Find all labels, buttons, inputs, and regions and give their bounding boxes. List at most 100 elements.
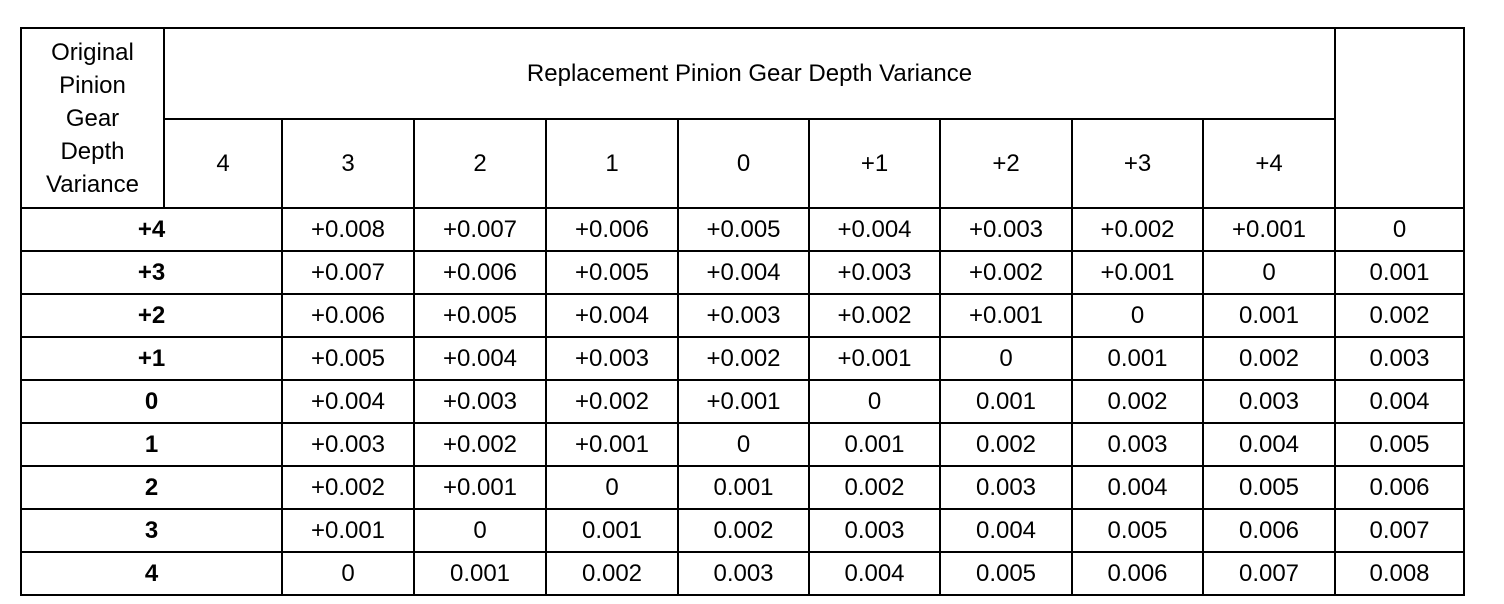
value-cell: 0.001 xyxy=(1334,250,1465,295)
value-cell: 0.001 xyxy=(1071,336,1204,381)
row-label: +4 xyxy=(20,207,283,252)
row-label: 3 xyxy=(20,508,283,553)
column-header: +3 xyxy=(1071,118,1204,209)
table-row: +3 +0.007 +0.006 +0.005 +0.004 +0.003 +0.002 +0… xyxy=(20,250,1465,295)
value-cell: +0.003 xyxy=(808,250,941,295)
table-row: 3 +0.001 0 0.001 0.002 0.003 0.004 0.005 0.006 0.… xyxy=(20,508,1465,553)
value-cell: +0.005 xyxy=(281,336,415,381)
value-cell: 0.001 xyxy=(808,422,941,467)
value-cell: 0.002 xyxy=(808,465,941,510)
table-row: 4 0 0.001 0.002 0.003 0.004 0.005 0.006 0.007 0.0… xyxy=(20,551,1465,596)
value-cell: 0.002 xyxy=(677,508,810,553)
value-cell: 0.005 xyxy=(1071,508,1204,553)
value-cell: 0 xyxy=(808,379,941,424)
table-row: 2 +0.002 +0.001 0 0.001 0.002 0.003 0.004 0.005 0… xyxy=(20,465,1465,510)
value-cell: +0.005 xyxy=(413,293,547,338)
value-cell: 0.002 xyxy=(1071,379,1204,424)
value-cell: 0.003 xyxy=(1334,336,1465,381)
value-cell: 0.001 xyxy=(545,508,679,553)
row-label: 2 xyxy=(20,465,283,510)
value-cell: +0.003 xyxy=(677,293,810,338)
value-cell: 0.005 xyxy=(939,551,1073,596)
depth-table: Original Pinion Gear Depth Variance Repl… xyxy=(20,27,1465,596)
table-row: +4 +0.008 +0.007 +0.006 +0.005 +0.004 +0.003 +0… xyxy=(20,207,1465,252)
value-cell: 0.005 xyxy=(1334,422,1465,467)
table-row: 0 +0.004 +0.003 +0.002 +0.001 0 0.001 0.002 0.00… xyxy=(20,379,1465,424)
row-label: 4 xyxy=(20,551,283,596)
value-cell: 0.006 xyxy=(1202,508,1336,553)
value-cell: 0.005 xyxy=(1202,465,1336,510)
value-cell: +0.002 xyxy=(677,336,810,381)
value-cell: +0.001 xyxy=(1071,250,1204,295)
value-cell: 0.002 xyxy=(1334,293,1465,338)
value-cell: 0.002 xyxy=(939,422,1073,467)
value-cell: 0.007 xyxy=(1334,508,1465,553)
value-cell: 0 xyxy=(677,422,810,467)
value-cell: +0.001 xyxy=(281,508,415,553)
value-cell: 0 xyxy=(413,508,547,553)
group-title: Replacement Pinion Gear Depth Variance xyxy=(163,27,1336,120)
value-cell: +0.007 xyxy=(281,250,415,295)
value-cell: 0.003 xyxy=(1071,422,1204,467)
value-cell: +0.003 xyxy=(281,422,415,467)
column-header-row: 4 3 2 1 0 +1 +2 +3 +4 xyxy=(21,118,1464,209)
value-cell: 0.004 xyxy=(808,551,941,596)
column-header: 2 xyxy=(413,118,547,209)
column-header: 3 xyxy=(281,118,415,209)
value-cell: +0.004 xyxy=(413,336,547,381)
column-header: 4 xyxy=(163,118,283,209)
table-row: +1 +0.005 +0.004 +0.003 +0.002 +0.001 0 0.001 0.… xyxy=(20,336,1465,381)
value-cell: +0.001 xyxy=(1202,207,1336,252)
value-cell: 0 xyxy=(1334,207,1465,252)
value-cell: 0.003 xyxy=(808,508,941,553)
value-cell: +0.001 xyxy=(413,465,547,510)
value-cell: 0 xyxy=(1202,250,1336,295)
column-header: 1 xyxy=(545,118,679,209)
value-cell: 0.003 xyxy=(939,465,1073,510)
value-cell: +0.001 xyxy=(545,422,679,467)
value-cell: +0.003 xyxy=(939,207,1073,252)
value-cell: +0.002 xyxy=(808,293,941,338)
value-cell: +0.001 xyxy=(808,336,941,381)
value-cell: 0.003 xyxy=(677,551,810,596)
value-cell: 0 xyxy=(545,465,679,510)
value-cell: 0.006 xyxy=(1071,551,1204,596)
value-cell: +0.002 xyxy=(1071,207,1204,252)
value-cell: +0.001 xyxy=(677,379,810,424)
value-cell: +0.003 xyxy=(545,336,679,381)
column-header: 0 xyxy=(677,118,810,209)
value-cell: 0.004 xyxy=(1334,379,1465,424)
value-cell: 0.002 xyxy=(545,551,679,596)
value-cell: 0 xyxy=(939,336,1073,381)
value-cell: +0.002 xyxy=(939,250,1073,295)
value-cell: +0.005 xyxy=(545,250,679,295)
value-cell: 0.004 xyxy=(1202,422,1336,467)
value-cell: 0.001 xyxy=(677,465,810,510)
column-header: +1 xyxy=(808,118,941,209)
value-cell: +0.007 xyxy=(413,207,547,252)
value-cell: 0.008 xyxy=(1334,551,1465,596)
value-cell: 0.007 xyxy=(1202,551,1336,596)
value-cell: 0.004 xyxy=(939,508,1073,553)
value-cell: 0.004 xyxy=(1071,465,1204,510)
row-label: +3 xyxy=(20,250,283,295)
value-cell: 0.001 xyxy=(413,551,547,596)
value-cell: +0.005 xyxy=(677,207,810,252)
value-cell: +0.002 xyxy=(545,379,679,424)
value-cell: 0 xyxy=(281,551,415,596)
row-header: Original Pinion Gear Depth Variance xyxy=(20,27,165,209)
value-cell: +0.004 xyxy=(281,379,415,424)
value-cell: +0.006 xyxy=(281,293,415,338)
row-label: +1 xyxy=(20,336,283,381)
value-cell: +0.004 xyxy=(545,293,679,338)
value-cell: 0.001 xyxy=(939,379,1073,424)
column-header: +4 xyxy=(1202,118,1336,209)
table-row: +2 +0.006 +0.005 +0.004 +0.003 +0.002 +0.001 0 0… xyxy=(20,293,1465,338)
value-cell: +0.003 xyxy=(413,379,547,424)
value-cell: +0.002 xyxy=(281,465,415,510)
value-cell: 0.001 xyxy=(1202,293,1336,338)
value-cell: +0.006 xyxy=(413,250,547,295)
column-header: +2 xyxy=(939,118,1073,209)
value-cell: +0.002 xyxy=(413,422,547,467)
